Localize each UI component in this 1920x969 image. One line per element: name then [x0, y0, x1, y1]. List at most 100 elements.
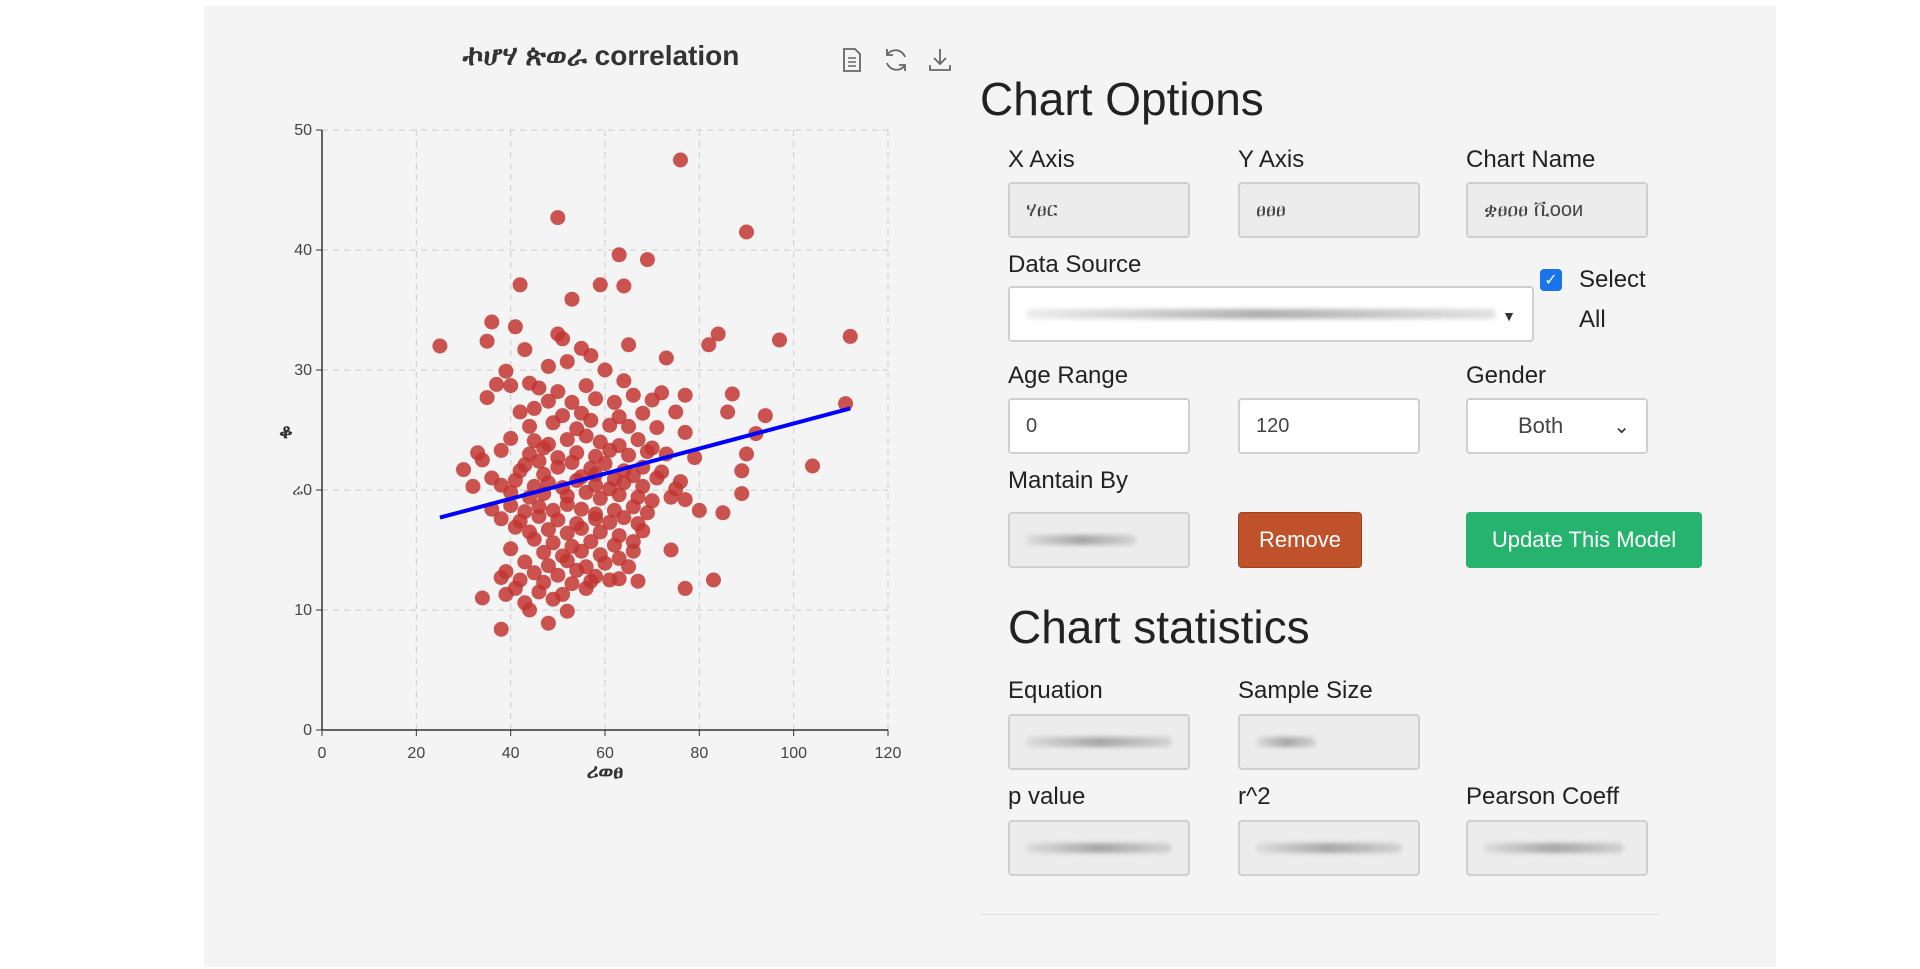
scatter-point: [573, 543, 589, 559]
x-axis-name: ሪወፀ: [587, 761, 624, 783]
p-value-field[interactable]: [1008, 820, 1190, 876]
x-axis-field[interactable]: ሃፀር: [1008, 182, 1190, 238]
scatter-point: [602, 442, 618, 458]
scatter-point: [465, 478, 481, 494]
download-icon[interactable]: [924, 44, 956, 76]
data-source-select[interactable]: ▼: [1008, 286, 1534, 342]
scatter-point: [611, 487, 627, 503]
scatter-point: [540, 558, 556, 574]
chart-name-field[interactable]: ቋፀዐፀ ቪooи: [1466, 182, 1648, 238]
scatter-point: [644, 493, 660, 509]
gender-select[interactable]: Both ⌄: [1466, 398, 1648, 454]
scatter-point: [672, 152, 688, 168]
scatter-point: [550, 384, 566, 400]
document-icon[interactable]: [836, 44, 868, 76]
scatter-point: [536, 544, 552, 560]
age-max-input[interactable]: 120: [1238, 398, 1420, 454]
chart-name-label: Chart Name: [1466, 146, 1596, 173]
maintain-by-field[interactable]: [1008, 512, 1190, 568]
scatter-point: [611, 247, 627, 263]
blurred-value: [1026, 843, 1172, 853]
scatter-point: [621, 418, 637, 434]
y-tick-label: 40: [294, 242, 312, 259]
scatter-point: [739, 224, 754, 240]
r2-field[interactable]: [1238, 820, 1420, 876]
scatter-point: [531, 508, 547, 524]
chevron-down-icon: ⌄: [1613, 416, 1630, 438]
regression-line: [439, 406, 851, 520]
scatter-point: [503, 378, 519, 394]
scatter-point: [517, 554, 533, 570]
r2-label: r^2: [1238, 783, 1271, 810]
scatter-point: [597, 362, 613, 378]
scatter-point: [531, 584, 547, 600]
scatter-point: [522, 602, 538, 618]
scatter-point: [592, 490, 608, 506]
age-min-input[interactable]: 0: [1008, 398, 1190, 454]
scatter-point: [536, 440, 552, 456]
select-all-label-line1: Select: [1579, 266, 1646, 293]
refresh-icon[interactable]: [880, 44, 912, 76]
scatter-point: [493, 621, 509, 637]
equation-field[interactable]: [1008, 714, 1190, 770]
scatter-point: [677, 387, 693, 403]
scatter-point: [573, 501, 589, 517]
scatter-point: [522, 418, 538, 434]
scatter-point: [503, 541, 519, 557]
scatter-point: [479, 333, 495, 349]
scatter-point: [578, 580, 594, 596]
blurred-value: [1026, 309, 1496, 319]
scatter-point: [559, 496, 575, 512]
blurred-value: [1256, 737, 1316, 747]
scatter-point: [456, 462, 471, 478]
maintain-by-label: Mantain By: [1008, 467, 1129, 494]
scatter-point: [668, 404, 684, 420]
scatter-point: [583, 534, 599, 550]
sample-size-field[interactable]: [1238, 714, 1420, 770]
scatter-point: [564, 454, 580, 470]
scatter-point: [734, 463, 750, 479]
scatter-point: [677, 580, 693, 596]
scatter-point: [602, 417, 618, 433]
scatter-point: [663, 542, 679, 558]
select-all-checkbox[interactable]: ✓: [1540, 269, 1562, 291]
scatter-point: [517, 342, 533, 358]
y-axis-field[interactable]: ፀፀፀ: [1238, 182, 1420, 238]
gender-label: Gender: [1466, 362, 1547, 389]
scatter-point: [578, 428, 594, 444]
y-axis-name: ቆ: [279, 421, 293, 443]
scatter-point: [621, 337, 637, 353]
update-model-button[interactable]: Update This Model: [1466, 512, 1702, 568]
scatter-point: [616, 475, 632, 491]
scatter-point: [493, 442, 509, 458]
scatter-point: [606, 394, 622, 410]
blurred-value: [1256, 843, 1402, 853]
scatter-point: [545, 415, 561, 431]
scatter-point: [526, 400, 542, 416]
scatter-point: [597, 456, 613, 472]
scatter-point: [592, 524, 608, 540]
select-all-label-line2: All: [1579, 306, 1606, 333]
x-tick-label: 120: [875, 745, 902, 762]
scatter-point: [498, 363, 514, 379]
x-tick-label: 80: [690, 745, 708, 762]
scatter-point: [757, 408, 773, 424]
scatter-point: [616, 373, 632, 389]
scatter-point: [635, 523, 651, 539]
scatter-point: [616, 278, 632, 294]
y-tick-label: 30: [294, 362, 312, 379]
scatter-point: [583, 412, 599, 428]
remove-button[interactable]: Remove: [1238, 512, 1362, 568]
scatter-point: [602, 572, 618, 588]
scatter-point: [630, 573, 646, 589]
scatter-point: [772, 332, 788, 348]
scatter-point: [540, 358, 556, 374]
x-tick-label: 40: [502, 745, 520, 762]
sample-size-label: Sample Size: [1238, 677, 1373, 704]
blurred-value: [1026, 737, 1172, 747]
scatter-point: [639, 505, 655, 521]
scatter-point: [734, 486, 750, 502]
chart-statistics-heading: Chart statistics: [1008, 601, 1310, 653]
pearson-field[interactable]: [1466, 820, 1648, 876]
scatter-point: [710, 326, 726, 342]
